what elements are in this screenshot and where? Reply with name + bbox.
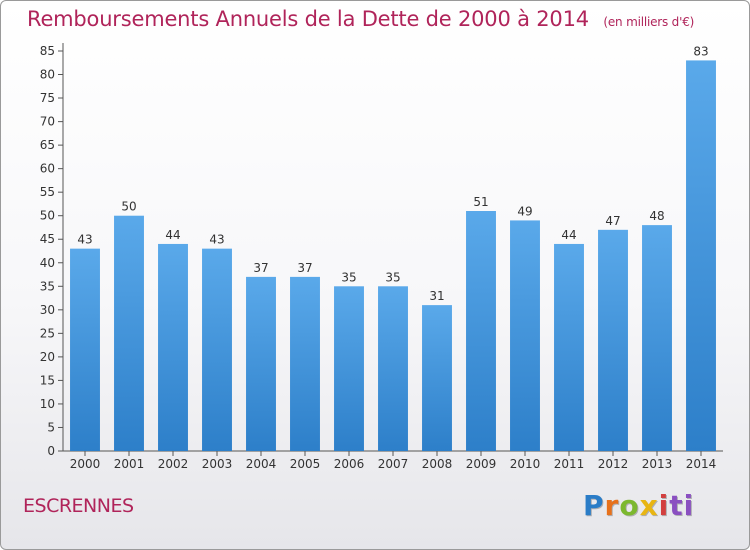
bar [554,243,584,451]
data-label: 47 [605,214,620,228]
y-tick-label: 15 [40,373,55,387]
bar [202,248,232,451]
y-tick-label: 40 [40,256,55,270]
data-label: 37 [297,261,312,275]
y-tick-label: 50 [40,209,55,223]
chart-title: Remboursements Annuels de la Dette de 20… [27,7,694,31]
x-tick-label: 2003 [202,457,233,471]
bar [598,229,628,451]
data-label: 44 [165,228,180,242]
data-label: 83 [693,44,708,58]
y-tick-label: 25 [40,326,55,340]
bar [290,276,320,451]
data-label: 31 [429,289,444,303]
x-tick-label: 2005 [290,457,321,471]
x-tick-label: 2013 [642,457,673,471]
bar [642,225,672,451]
data-label: 43 [77,233,92,247]
x-tick-label: 2010 [510,457,541,471]
bar [466,211,496,451]
y-tick-label: 60 [40,162,55,176]
data-label: 37 [253,261,268,275]
logo-letter: r [604,489,620,522]
y-tick-label: 65 [40,138,55,152]
bar [422,305,452,451]
x-tick-label: 2006 [334,457,365,471]
logo-letter: o [619,489,640,522]
y-tick-label: 45 [40,232,55,246]
logo-letter: i [658,489,670,522]
x-tick-label: 2011 [554,457,585,471]
logo-letter: ti [669,489,695,522]
x-tick-label: 2014 [686,457,717,471]
y-tick-label: 75 [40,91,55,105]
bar [246,276,276,451]
data-label: 43 [209,233,224,247]
x-tick-label: 2001 [114,457,145,471]
y-tick-label: 70 [40,115,55,129]
x-tick-label: 2004 [246,457,277,471]
y-tick-label: 0 [47,444,55,458]
y-tick-label: 10 [40,397,55,411]
data-label: 44 [561,228,576,242]
bar [510,220,540,451]
bar [70,248,100,451]
bar [686,60,716,451]
place-name: ESCRENNES [23,495,134,517]
data-label: 35 [385,270,400,284]
x-tick-label: 2012 [598,457,629,471]
y-tick-label: 30 [40,303,55,317]
bar [158,243,188,451]
data-label: 50 [121,200,136,214]
data-label: 48 [649,209,664,223]
logo-letter: P [583,489,605,522]
x-tick-label: 2000 [70,457,101,471]
data-label: 51 [473,195,488,209]
logo-letter: x [639,489,659,522]
data-label: 35 [341,270,356,284]
data-label: 49 [517,204,532,218]
x-tick-label: 2007 [378,457,409,471]
y-tick-label: 55 [40,185,55,199]
x-tick-label: 2002 [158,457,189,471]
y-tick-label: 5 [47,420,55,434]
bar [334,286,364,451]
y-tick-label: 80 [40,68,55,82]
x-tick-label: 2009 [466,457,497,471]
chart-title-text: Remboursements Annuels de la Dette de 20… [27,7,589,31]
y-tick-label: 20 [40,350,55,364]
proxiti-logo[interactable]: Proxiti [583,489,694,522]
y-tick-label: 85 [40,44,55,58]
y-tick-label: 35 [40,279,55,293]
x-tick-label: 2008 [422,457,453,471]
bar [114,215,144,451]
chart-subtitle: (en milliers d'€) [603,15,695,29]
bar [378,286,408,451]
